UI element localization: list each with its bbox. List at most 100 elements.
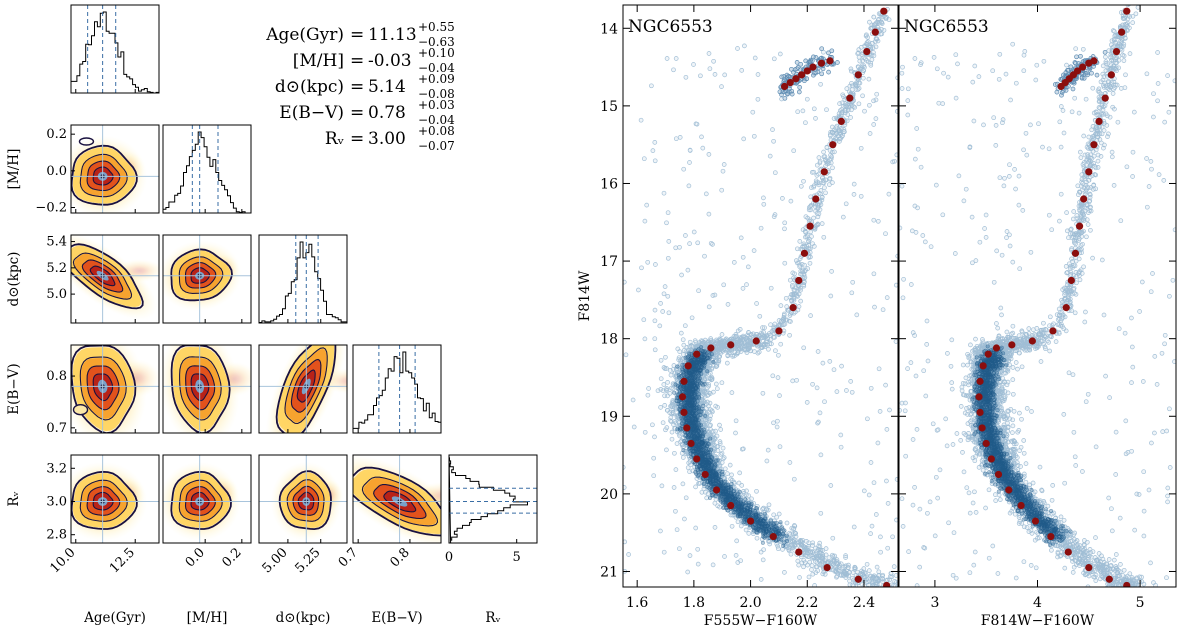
isochrone-point — [780, 82, 789, 91]
corner-plot: −0.2 0.0 0.2 5.0 5.2 5.4 0.7 0.8 10.0 12.5 2.8 3.0 3… — [6, 4, 538, 626]
joint-panel — [162, 234, 252, 324]
result-lower-error: −0.07 — [418, 139, 455, 153]
contour-line — [179, 356, 222, 421]
tick-label: 0.2 — [219, 545, 244, 570]
joint-panel — [162, 344, 252, 434]
isochrone-point — [1008, 341, 1016, 349]
histogram-step — [259, 241, 347, 323]
panel-frame — [70, 4, 160, 94]
result-upper-error: +0.08 — [418, 124, 455, 138]
isochrone-point — [1064, 548, 1072, 556]
result-value: 3.00 — [368, 129, 406, 149]
isochrone-point — [976, 377, 984, 385]
result-equals: = — [350, 25, 364, 45]
isochrone-point — [792, 75, 800, 83]
result-lower-error: −0.08 — [418, 87, 455, 101]
tick-label: 18 — [600, 332, 618, 348]
isochrone-point — [693, 350, 701, 358]
tick-label: 21 — [600, 564, 618, 580]
contour-line — [78, 137, 95, 146]
contour-line — [190, 373, 210, 402]
joint-panel — [258, 454, 348, 544]
histogram-step — [353, 351, 441, 433]
tick-label: 5 — [1136, 595, 1145, 611]
joint-panel — [70, 454, 160, 544]
tick-label: 0 — [445, 550, 453, 565]
contour-line — [373, 484, 427, 520]
isochrone-point — [1005, 486, 1013, 494]
tick-label: 2.8 — [46, 528, 67, 543]
tick-label: 0.8 — [46, 369, 67, 384]
histogram-panel — [448, 454, 538, 544]
isochrone-point — [678, 393, 687, 401]
star-field — [623, 6, 898, 587]
result-lower-error: −0.04 — [418, 113, 455, 127]
tick-label: 15 — [600, 99, 618, 115]
x-axis-label: [M/H] — [187, 610, 228, 626]
contour-line — [178, 256, 224, 294]
star-points — [623, 6, 898, 587]
contour-line — [361, 476, 439, 527]
result-equals: = — [350, 77, 364, 97]
contour-line — [79, 356, 127, 421]
tick-label: 10.0 — [48, 545, 79, 576]
isochrone-point — [994, 470, 1003, 479]
parameter-results: Age(Gyr) = 11.13 +0.55−0.63[M/H] = -0.03 +0.10… — [265, 20, 455, 153]
result-upper-error: +0.09 — [418, 72, 455, 86]
panel-frame — [258, 454, 348, 544]
histogram-step — [449, 455, 528, 543]
isochrone-point — [684, 362, 692, 370]
result-upper-error: +0.10 — [418, 46, 455, 60]
contour-line — [190, 267, 211, 284]
isochrone-point — [1080, 195, 1088, 203]
isochrone-point — [854, 71, 862, 79]
result-value: 5.14 — [368, 77, 406, 97]
y-axis-label: E(B−V) — [6, 363, 22, 414]
isochrone-point — [693, 455, 701, 463]
isochrone-point — [1031, 517, 1040, 525]
isochrone-point — [1079, 63, 1087, 71]
tick-label: 2.0 — [739, 595, 761, 611]
panel-frame — [70, 454, 160, 544]
isochrone-point — [1118, 28, 1126, 36]
contour-line — [92, 373, 114, 402]
tick-label: 12.5 — [107, 545, 138, 576]
panel-frame — [258, 344, 348, 434]
panel-frame — [70, 344, 160, 434]
histogram-step — [163, 131, 251, 213]
isochrone-point — [806, 222, 814, 230]
contour-line — [72, 404, 89, 416]
isochrone-point — [1090, 141, 1098, 149]
isochrone-point — [1090, 57, 1098, 65]
isochrone-point — [687, 439, 695, 448]
isochrone-point — [992, 344, 1001, 352]
histogram-panel — [162, 124, 252, 214]
tick-label: −0.2 — [35, 201, 67, 216]
isochrone-point — [707, 344, 715, 352]
isochrone-point — [809, 63, 817, 71]
isochrone-point — [769, 532, 777, 541]
isochrone-point — [680, 408, 688, 416]
isochrone-point — [837, 117, 845, 125]
isochrone-point — [1112, 47, 1121, 56]
panel-frame — [162, 234, 252, 324]
tick-label: 5.0 — [46, 287, 67, 302]
isochrone-point — [727, 341, 735, 349]
isochrone-point — [803, 67, 811, 75]
isochrone-point — [1047, 532, 1055, 541]
isochrone-point — [1062, 304, 1070, 312]
contour-line — [296, 369, 316, 403]
result-upper-error: +0.03 — [418, 98, 455, 112]
isochrone-point — [871, 28, 879, 36]
isochrone-point — [701, 470, 709, 479]
isochrone-point — [727, 501, 735, 510]
result-value: -0.03 — [368, 51, 412, 71]
panel-frame — [622, 4, 899, 588]
x-axis-label: F555W−F160W — [704, 613, 818, 629]
contour-line — [170, 248, 233, 302]
isochrone-point — [789, 304, 797, 312]
isochrone-point — [979, 362, 987, 370]
panel-title: NGC6553 — [904, 17, 989, 37]
tick-label: 0.8 — [388, 545, 413, 570]
